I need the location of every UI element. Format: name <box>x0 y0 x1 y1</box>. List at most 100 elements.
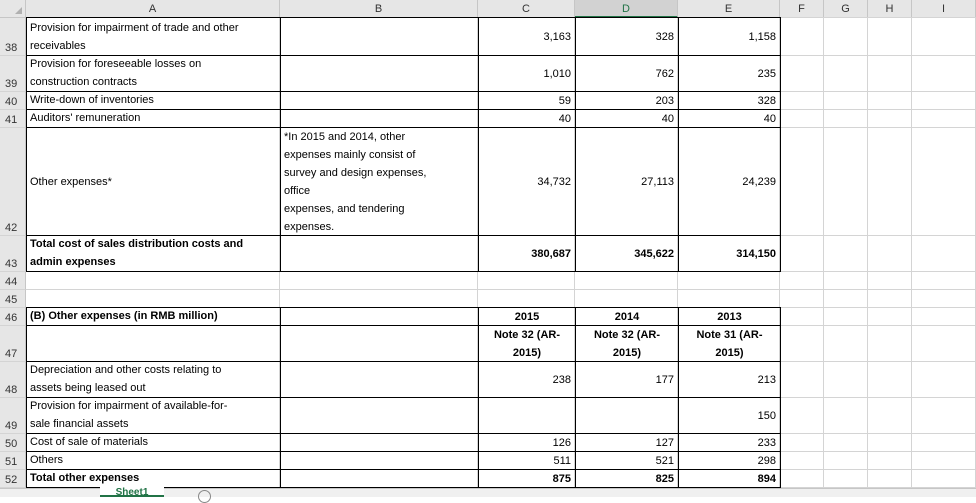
cell-c39[interactable]: 1,010 <box>478 55 576 92</box>
cell-c42[interactable]: 34,732 <box>478 127 576 236</box>
cell-d50[interactable]: 127 <box>575 433 679 452</box>
cell-c50[interactable]: 126 <box>478 433 576 452</box>
cell-d45[interactable] <box>575 289 679 308</box>
cell-c44[interactable] <box>478 271 576 290</box>
cell-b39[interactable] <box>280 55 479 92</box>
cell-e38[interactable]: 1,158 <box>678 17 781 56</box>
cell-d51[interactable]: 521 <box>575 451 679 470</box>
cell-d48[interactable]: 177 <box>575 361 679 398</box>
column-header-f[interactable]: F <box>780 0 824 18</box>
cell-e49[interactable]: 150 <box>678 397 781 434</box>
cell-b48[interactable] <box>280 361 479 398</box>
cell-c43[interactable]: 380,687 <box>478 235 576 272</box>
cell-a52[interactable]: Total other expenses <box>26 469 281 488</box>
cell-e52[interactable]: 894 <box>678 469 781 488</box>
column-header-g[interactable]: G <box>824 0 868 18</box>
cell-b50[interactable] <box>280 433 479 452</box>
cell-b49[interactable] <box>280 397 479 434</box>
cell-e45[interactable] <box>678 289 781 308</box>
cell-e40[interactable]: 328 <box>678 91 781 110</box>
cell-a39[interactable]: Provision for foreseeable losses on const… <box>26 55 281 92</box>
cell-b43[interactable] <box>280 235 479 272</box>
cell-a47[interactable] <box>26 325 281 362</box>
cell-d46[interactable]: 2014 <box>575 307 679 326</box>
cell-a46[interactable]: (B) Other expenses (in RMB million) <box>26 307 281 326</box>
row-header-46[interactable]: 46 <box>0 308 26 326</box>
cell-e39[interactable]: 235 <box>678 55 781 92</box>
column-header-h[interactable]: H <box>868 0 912 18</box>
cell-b46[interactable] <box>280 307 479 326</box>
cell-d43[interactable]: 345,622 <box>575 235 679 272</box>
cell-e43[interactable]: 314,150 <box>678 235 781 272</box>
cell-d39[interactable]: 762 <box>575 55 679 92</box>
cell-e50[interactable]: 233 <box>678 433 781 452</box>
cell-d52[interactable]: 825 <box>575 469 679 488</box>
cell-c45[interactable] <box>478 289 576 308</box>
cell-c49[interactable] <box>478 397 576 434</box>
cell-d49[interactable] <box>575 397 679 434</box>
row-header-39[interactable]: 39 <box>0 56 26 92</box>
cell-c38[interactable]: 3,163 <box>478 17 576 56</box>
cell-b45[interactable] <box>280 289 479 308</box>
cell-d41[interactable]: 40 <box>575 109 679 128</box>
cell-d47[interactable]: Note 32 (AR- 2015) <box>575 325 679 362</box>
cell-a40[interactable]: Write-down of inventories <box>26 91 281 110</box>
cell-e51[interactable]: 298 <box>678 451 781 470</box>
cell-d38[interactable]: 328 <box>575 17 679 56</box>
column-header-c[interactable]: C <box>478 0 575 18</box>
row-header-49[interactable]: 49 <box>0 398 26 434</box>
column-header-d[interactable]: D <box>575 0 678 18</box>
cell-b41[interactable] <box>280 109 479 128</box>
cell-c52[interactable]: 875 <box>478 469 576 488</box>
cell-e44[interactable] <box>678 271 781 290</box>
cell-b47[interactable] <box>280 325 479 362</box>
sheet-tab[interactable]: Sheet1 <box>100 487 164 497</box>
cell-b42[interactable]: *In 2015 and 2014, other expenses mainly … <box>280 127 479 236</box>
cell-a44[interactable] <box>26 271 281 290</box>
cell-a43[interactable]: Total cost of sales distribution costs a… <box>26 235 281 272</box>
column-header-e[interactable]: E <box>678 0 780 18</box>
cell-c46[interactable]: 2015 <box>478 307 576 326</box>
row-header-42[interactable]: 42 <box>0 128 26 236</box>
cell-b38[interactable] <box>280 17 479 56</box>
cell-a51[interactable]: Others <box>26 451 281 470</box>
cell-a42[interactable]: Other expenses* <box>26 127 281 236</box>
cell-e48[interactable]: 213 <box>678 361 781 398</box>
cell-e47[interactable]: Note 31 (AR- 2015) <box>678 325 781 362</box>
cell-c47[interactable]: Note 32 (AR- 2015) <box>478 325 576 362</box>
cell-a41[interactable]: Auditors' remuneration <box>26 109 281 128</box>
column-header-b[interactable]: B <box>280 0 478 18</box>
cell-b40[interactable] <box>280 91 479 110</box>
cell-e46[interactable]: 2013 <box>678 307 781 326</box>
cell-c40[interactable]: 59 <box>478 91 576 110</box>
row-header-44[interactable]: 44 <box>0 272 26 290</box>
cell-b51[interactable] <box>280 451 479 470</box>
column-header-i[interactable]: I <box>912 0 976 18</box>
cell-c48[interactable]: 238 <box>478 361 576 398</box>
row-header-40[interactable]: 40 <box>0 92 26 110</box>
cell-d40[interactable]: 203 <box>575 91 679 110</box>
cell-e42[interactable]: 24,239 <box>678 127 781 236</box>
row-header-38[interactable]: 38 <box>0 18 26 56</box>
row-header-52[interactable]: 52 <box>0 470 26 488</box>
cell-d42[interactable]: 27,113 <box>575 127 679 236</box>
cell-a45[interactable] <box>26 289 281 308</box>
row-header-48[interactable]: 48 <box>0 362 26 398</box>
cell-c51[interactable]: 511 <box>478 451 576 470</box>
cell-d44[interactable] <box>575 271 679 290</box>
cell-b52[interactable] <box>280 469 479 488</box>
row-header-41[interactable]: 41 <box>0 110 26 128</box>
cell-b44[interactable] <box>280 271 479 290</box>
row-header-51[interactable]: 51 <box>0 452 26 470</box>
row-header-45[interactable]: 45 <box>0 290 26 308</box>
row-header-50[interactable]: 50 <box>0 434 26 452</box>
cell-e41[interactable]: 40 <box>678 109 781 128</box>
select-all-corner[interactable] <box>0 0 26 18</box>
cell-a38[interactable]: Provision for impairment of trade and ot… <box>26 17 281 56</box>
cell-a49[interactable]: Provision for impairment of available-fo… <box>26 397 281 434</box>
row-header-47[interactable]: 47 <box>0 326 26 362</box>
cell-a50[interactable]: Cost of sale of materials <box>26 433 281 452</box>
column-header-a[interactable]: A <box>26 0 280 18</box>
cell-a48[interactable]: Depreciation and other costs relating to… <box>26 361 281 398</box>
cell-c41[interactable]: 40 <box>478 109 576 128</box>
